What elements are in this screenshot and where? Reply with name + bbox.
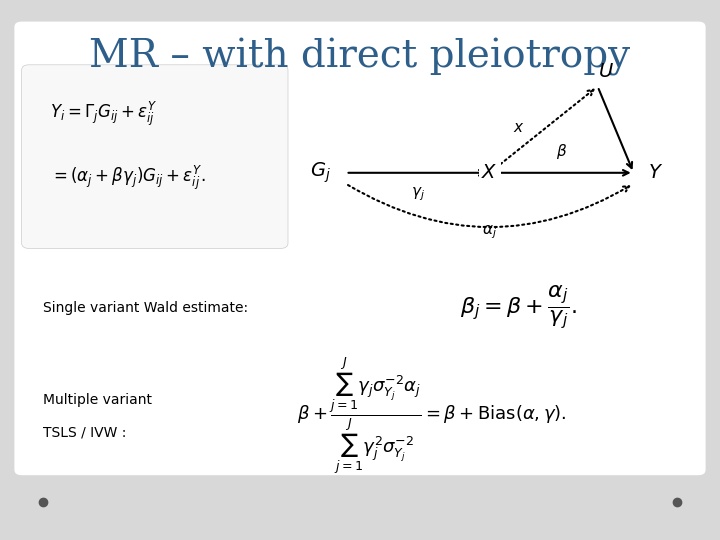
FancyBboxPatch shape <box>14 22 706 475</box>
Text: $\alpha_j$: $\alpha_j$ <box>482 224 497 241</box>
Text: $\beta$: $\beta$ <box>556 141 567 161</box>
Text: $x$: $x$ <box>513 120 524 135</box>
Text: Single variant Wald estimate:: Single variant Wald estimate: <box>43 301 248 315</box>
Text: $G_j$: $G_j$ <box>310 160 331 185</box>
Text: $= (\alpha_j + \beta\gamma_j)G_{ij} + \epsilon^{Y}_{ij}.$: $= (\alpha_j + \beta\gamma_j)G_{ij} + \e… <box>50 164 206 192</box>
Text: MR – with direct pleiotropy: MR – with direct pleiotropy <box>89 38 631 76</box>
Text: Multiple variant: Multiple variant <box>43 393 152 407</box>
Text: $\beta + \dfrac{\sum_{j=1}^{J} \gamma_j \sigma_{Y_j}^{-2} \alpha_j}{\sum_{j=1}^{: $\beta + \dfrac{\sum_{j=1}^{J} \gamma_j … <box>297 355 567 476</box>
Text: TSLS / IVW :: TSLS / IVW : <box>43 425 127 439</box>
Text: $X$: $X$ <box>481 163 498 183</box>
Text: $Y$: $Y$ <box>648 163 663 183</box>
Text: $U$: $U$ <box>598 62 613 81</box>
Text: $\beta_j = \beta + \dfrac{\alpha_j}{\gamma_j}.$: $\beta_j = \beta + \dfrac{\alpha_j}{\gam… <box>460 284 577 332</box>
FancyBboxPatch shape <box>22 65 288 248</box>
Text: $Y_i = \Gamma_j G_{ij} + \epsilon^{Y}_{ij}$: $Y_i = \Gamma_j G_{ij} + \epsilon^{Y}_{i… <box>50 99 158 127</box>
Text: $\gamma_j$: $\gamma_j$ <box>410 186 425 203</box>
